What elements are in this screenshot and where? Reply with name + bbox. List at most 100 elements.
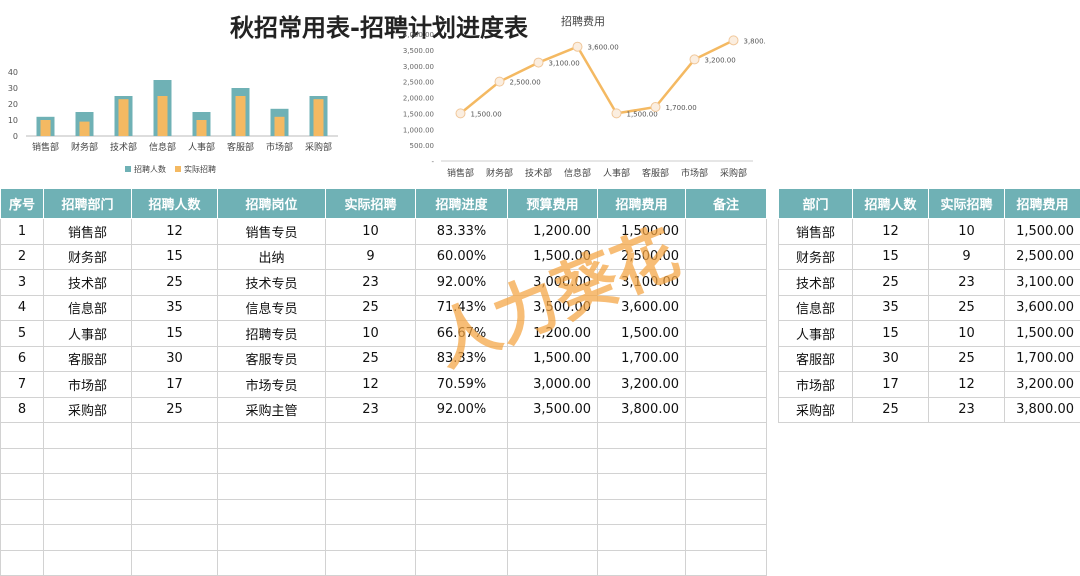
table-cell[interactable] bbox=[597, 422, 686, 449]
table-cell[interactable] bbox=[131, 549, 218, 576]
table-cell[interactable]: 66.67% bbox=[415, 320, 508, 347]
table-cell[interactable]: 71.43% bbox=[415, 294, 508, 321]
table-cell[interactable] bbox=[217, 498, 326, 525]
table-cell[interactable] bbox=[685, 320, 767, 347]
table-cell[interactable] bbox=[685, 294, 767, 321]
table-cell[interactable]: 30 bbox=[852, 345, 929, 372]
table-cell[interactable] bbox=[217, 473, 326, 500]
table-cell[interactable]: 25 bbox=[852, 269, 929, 296]
table-cell[interactable]: 25 bbox=[852, 396, 929, 423]
table-cell[interactable] bbox=[507, 473, 598, 500]
table-cell[interactable] bbox=[507, 447, 598, 474]
table-cell[interactable]: 技术部 bbox=[43, 269, 132, 296]
table-cell[interactable]: 60.00% bbox=[415, 243, 508, 270]
table-cell[interactable]: 3,600.00 bbox=[1004, 294, 1080, 321]
table-cell[interactable]: 25 bbox=[928, 345, 1005, 372]
table-cell[interactable]: 1,500.00 bbox=[507, 345, 598, 372]
table-cell[interactable]: 客服专员 bbox=[217, 345, 326, 372]
table-cell[interactable] bbox=[217, 422, 326, 449]
table-cell[interactable]: 23 bbox=[928, 396, 1005, 423]
table-cell[interactable]: 83.33% bbox=[415, 345, 508, 372]
table-cell[interactable]: 人事部 bbox=[778, 320, 853, 347]
table-cell[interactable]: 3,100.00 bbox=[597, 269, 686, 296]
table-cell[interactable] bbox=[325, 498, 416, 525]
table-cell[interactable]: 25 bbox=[131, 269, 218, 296]
table-cell[interactable]: 3,500.00 bbox=[507, 396, 598, 423]
table-cell[interactable] bbox=[325, 447, 416, 474]
table-cell[interactable]: 10 bbox=[325, 320, 416, 347]
table-cell[interactable]: 2,500.00 bbox=[597, 243, 686, 270]
table-cell[interactable] bbox=[0, 524, 44, 551]
table-cell[interactable]: 25 bbox=[325, 294, 416, 321]
table-cell[interactable]: 1,500.00 bbox=[597, 218, 686, 245]
table-cell[interactable]: 15 bbox=[852, 243, 929, 270]
table-cell[interactable]: 3,000.00 bbox=[507, 371, 598, 398]
table-cell[interactable] bbox=[415, 524, 508, 551]
table-cell[interactable]: 8 bbox=[0, 396, 44, 423]
table-cell[interactable]: 2 bbox=[0, 243, 44, 270]
table-cell[interactable]: 23 bbox=[928, 269, 1005, 296]
table-cell[interactable]: 出纳 bbox=[217, 243, 326, 270]
table-cell[interactable] bbox=[597, 473, 686, 500]
table-cell[interactable] bbox=[507, 498, 598, 525]
table-cell[interactable]: 10 bbox=[928, 218, 1005, 245]
table-cell[interactable] bbox=[597, 549, 686, 576]
table-cell[interactable]: 1,500.00 bbox=[1004, 218, 1080, 245]
table-cell[interactable] bbox=[0, 422, 44, 449]
table-cell[interactable] bbox=[43, 447, 132, 474]
table-cell[interactable] bbox=[131, 473, 218, 500]
table-cell[interactable] bbox=[325, 422, 416, 449]
table-cell[interactable] bbox=[43, 498, 132, 525]
table-cell[interactable] bbox=[131, 524, 218, 551]
table-cell[interactable]: 财务部 bbox=[43, 243, 132, 270]
table-cell[interactable] bbox=[507, 549, 598, 576]
table-cell[interactable]: 6 bbox=[0, 345, 44, 372]
table-cell[interactable] bbox=[597, 524, 686, 551]
table-cell[interactable]: 3,600.00 bbox=[597, 294, 686, 321]
table-cell[interactable] bbox=[43, 524, 132, 551]
table-cell[interactable]: 3,100.00 bbox=[1004, 269, 1080, 296]
table-cell[interactable] bbox=[507, 422, 598, 449]
table-cell[interactable]: 3 bbox=[0, 269, 44, 296]
table-cell[interactable]: 12 bbox=[852, 218, 929, 245]
table-cell[interactable]: 15 bbox=[852, 320, 929, 347]
table-cell[interactable]: 12 bbox=[325, 371, 416, 398]
table-cell[interactable] bbox=[217, 524, 326, 551]
table-cell[interactable]: 客服部 bbox=[778, 345, 853, 372]
table-cell[interactable]: 采购部 bbox=[43, 396, 132, 423]
table-cell[interactable]: 1,500.00 bbox=[597, 320, 686, 347]
table-cell[interactable]: 采购主管 bbox=[217, 396, 326, 423]
table-cell[interactable]: 25 bbox=[131, 396, 218, 423]
table-cell[interactable]: 17 bbox=[131, 371, 218, 398]
table-cell[interactable] bbox=[685, 371, 767, 398]
table-cell[interactable] bbox=[507, 524, 598, 551]
table-cell[interactable]: 人事部 bbox=[43, 320, 132, 347]
table-cell[interactable] bbox=[685, 422, 767, 449]
table-cell[interactable] bbox=[0, 498, 44, 525]
table-cell[interactable]: 7 bbox=[0, 371, 44, 398]
table-cell[interactable]: 1,500.00 bbox=[1004, 320, 1080, 347]
table-cell[interactable]: 70.59% bbox=[415, 371, 508, 398]
table-cell[interactable] bbox=[685, 447, 767, 474]
table-cell[interactable] bbox=[685, 396, 767, 423]
table-cell[interactable] bbox=[0, 549, 44, 576]
table-cell[interactable]: 92.00% bbox=[415, 269, 508, 296]
table-cell[interactable]: 市场部 bbox=[778, 371, 853, 398]
table-cell[interactable]: 采购部 bbox=[778, 396, 853, 423]
table-cell[interactable] bbox=[685, 473, 767, 500]
table-cell[interactable] bbox=[685, 218, 767, 245]
table-cell[interactable]: 10 bbox=[325, 218, 416, 245]
table-cell[interactable] bbox=[685, 498, 767, 525]
table-cell[interactable]: 3,000.00 bbox=[507, 269, 598, 296]
table-cell[interactable]: 3,200.00 bbox=[597, 371, 686, 398]
table-cell[interactable]: 83.33% bbox=[415, 218, 508, 245]
table-cell[interactable]: 销售专员 bbox=[217, 218, 326, 245]
table-cell[interactable]: 35 bbox=[131, 294, 218, 321]
table-cell[interactable]: 25 bbox=[325, 345, 416, 372]
table-cell[interactable] bbox=[415, 473, 508, 500]
table-cell[interactable]: 3,800.00 bbox=[1004, 396, 1080, 423]
table-cell[interactable]: 销售部 bbox=[43, 218, 132, 245]
table-cell[interactable]: 销售部 bbox=[778, 218, 853, 245]
table-cell[interactable]: 信息专员 bbox=[217, 294, 326, 321]
table-cell[interactable] bbox=[325, 524, 416, 551]
